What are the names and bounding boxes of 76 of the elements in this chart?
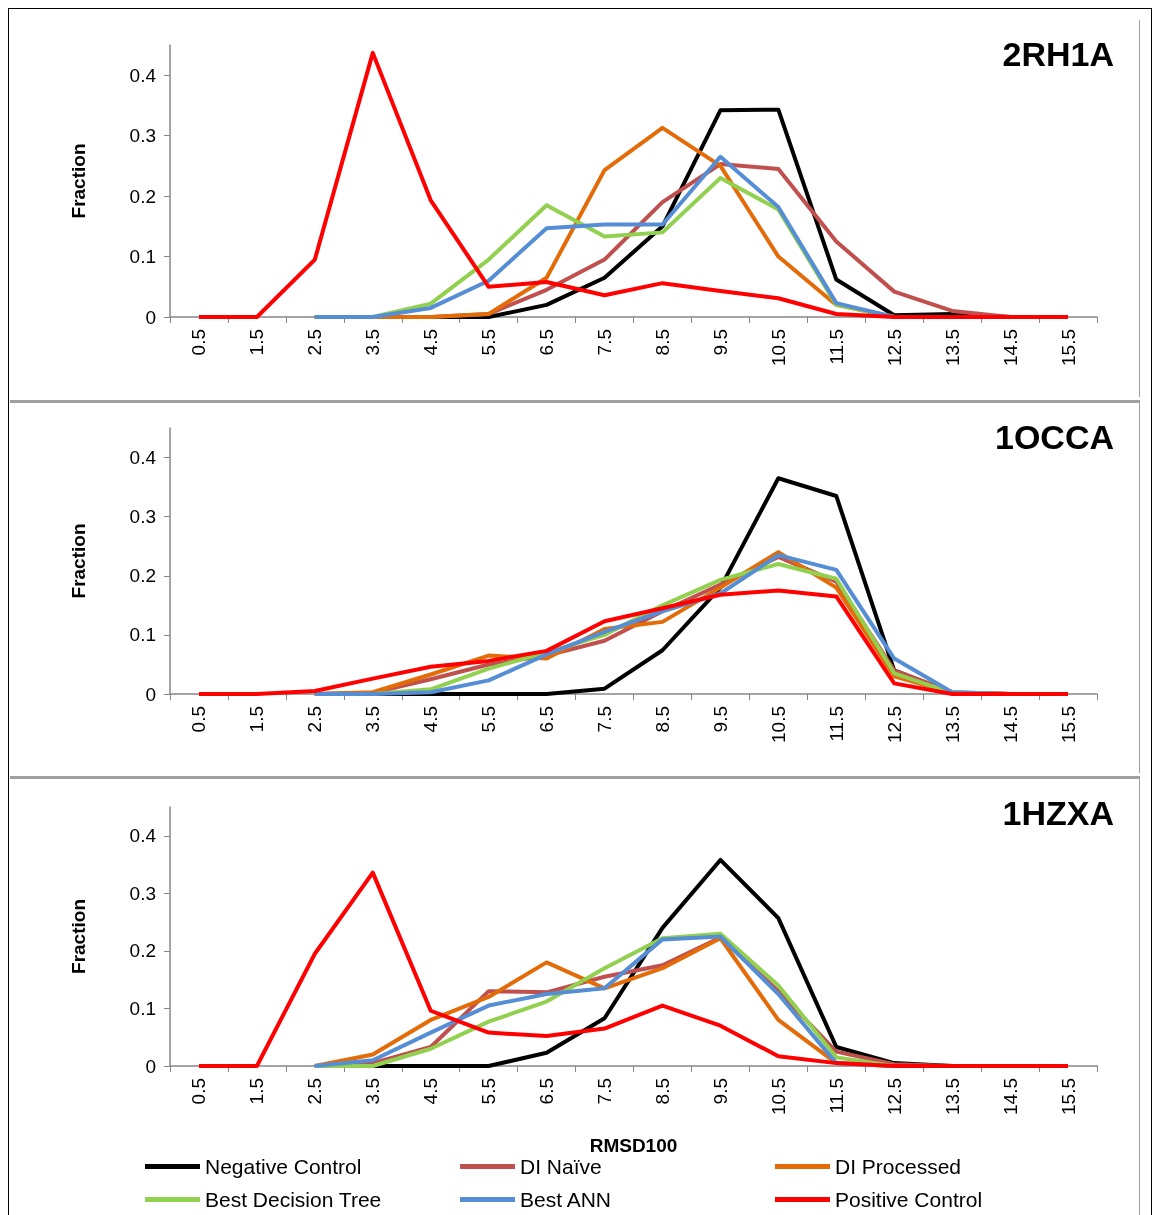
x-tick-label: 15.5: [1057, 706, 1079, 743]
x-tick-label: 13.5: [941, 329, 963, 366]
y-tick-label: 0.2: [129, 940, 156, 962]
legend-label: DI Processed: [835, 1155, 962, 1178]
x-tick-label: 1.5: [246, 706, 268, 733]
x-tick-label: 10.5: [767, 329, 789, 366]
x-tick-label: 3.5: [362, 329, 384, 356]
x-tick-label: 3.5: [362, 1078, 384, 1105]
x-tick-label: 2.5: [304, 706, 326, 733]
y-axis-title: Fraction: [68, 143, 89, 219]
x-tick-label: 3.5: [362, 706, 384, 733]
y-tick-label: 0.1: [129, 246, 156, 268]
chart-title: 1HZXA: [1002, 794, 1115, 832]
x-tick-label: 9.5: [709, 329, 731, 356]
x-tick-label: 5.5: [478, 1078, 500, 1105]
y-tick-label: 0.1: [129, 624, 156, 646]
x-tick-label: 5.5: [478, 329, 500, 356]
chart-title: 2RH1A: [1002, 35, 1114, 73]
x-tick-label: 13.5: [941, 1078, 963, 1115]
x-tick-label: 4.5: [420, 706, 442, 733]
legend-label: Best ANN: [520, 1188, 612, 1211]
x-tick-label: 0.5: [188, 706, 210, 733]
x-tick-label: 0.5: [188, 1078, 210, 1105]
y-tick-label: 0.2: [129, 185, 156, 207]
x-tick-label: 6.5: [536, 706, 558, 733]
x-tick-label: 8.5: [651, 1078, 673, 1105]
x-tick-label: 9.5: [709, 706, 731, 733]
x-tick-label: 14.5: [999, 329, 1021, 366]
x-tick-label: 2.5: [304, 1078, 326, 1105]
y-tick-label: 0.4: [129, 64, 157, 86]
x-tick-label: 5.5: [478, 706, 500, 733]
x-tick-label: 14.5: [999, 706, 1021, 743]
x-tick-label: 12.5: [883, 1078, 905, 1115]
x-tick-label: 10.5: [767, 706, 789, 743]
y-tick-label: 0.4: [129, 447, 157, 469]
x-tick-label: 12.5: [883, 706, 905, 743]
chart-title: 1OCCA: [994, 418, 1115, 456]
y-tick-label: 0.3: [129, 882, 156, 904]
x-tick-label: 11.5: [825, 706, 847, 742]
legend-label: DI Naïve: [520, 1155, 602, 1178]
y-tick-label: 0.2: [129, 565, 156, 587]
y-tick-label: 0.4: [129, 825, 157, 847]
y-tick-label: 0: [145, 683, 156, 705]
x-tick-label: 0.5: [188, 329, 210, 356]
x-tick-label: 15.5: [1057, 1078, 1079, 1115]
y-tick-label: 0.1: [129, 997, 156, 1019]
y-tick-label: 0: [145, 306, 156, 328]
legend-label: Negative Control: [205, 1155, 362, 1178]
y-tick-label: 0.3: [129, 506, 156, 528]
y-axis-title: Fraction: [68, 899, 89, 974]
x-tick-label: 8.5: [651, 706, 673, 733]
x-tick-label: 6.5: [536, 1078, 558, 1105]
x-tick-label: 1.5: [246, 329, 268, 356]
x-tick-label: 15.5: [1057, 329, 1079, 366]
x-axis-title: RMSD100: [589, 1135, 678, 1156]
legend-label: Positive Control: [835, 1188, 983, 1211]
x-tick-label: 8.5: [651, 329, 673, 356]
legend-label: Best Decision Tree: [205, 1188, 382, 1211]
x-tick-label: 6.5: [536, 329, 558, 356]
y-tick-label: 0.3: [129, 125, 156, 147]
y-tick-label: 0: [145, 1055, 156, 1077]
y-axis-title: Fraction: [68, 523, 89, 599]
x-tick-label: 7.5: [594, 329, 616, 356]
x-tick-label: 10.5: [767, 1078, 789, 1115]
x-tick-label: 4.5: [420, 1078, 442, 1105]
x-tick-label: 7.5: [594, 1078, 616, 1105]
x-tick-label: 12.5: [883, 329, 905, 366]
x-tick-label: 14.5: [999, 1078, 1021, 1115]
x-tick-label: 7.5: [594, 706, 616, 733]
x-tick-label: 1.5: [246, 1078, 268, 1105]
x-tick-label: 13.5: [941, 706, 963, 743]
x-tick-label: 4.5: [420, 329, 442, 356]
x-tick-label: 11.5: [825, 1078, 847, 1114]
x-tick-label: 9.5: [709, 1078, 731, 1105]
x-tick-label: 2.5: [304, 329, 326, 356]
x-tick-label: 11.5: [825, 329, 847, 365]
